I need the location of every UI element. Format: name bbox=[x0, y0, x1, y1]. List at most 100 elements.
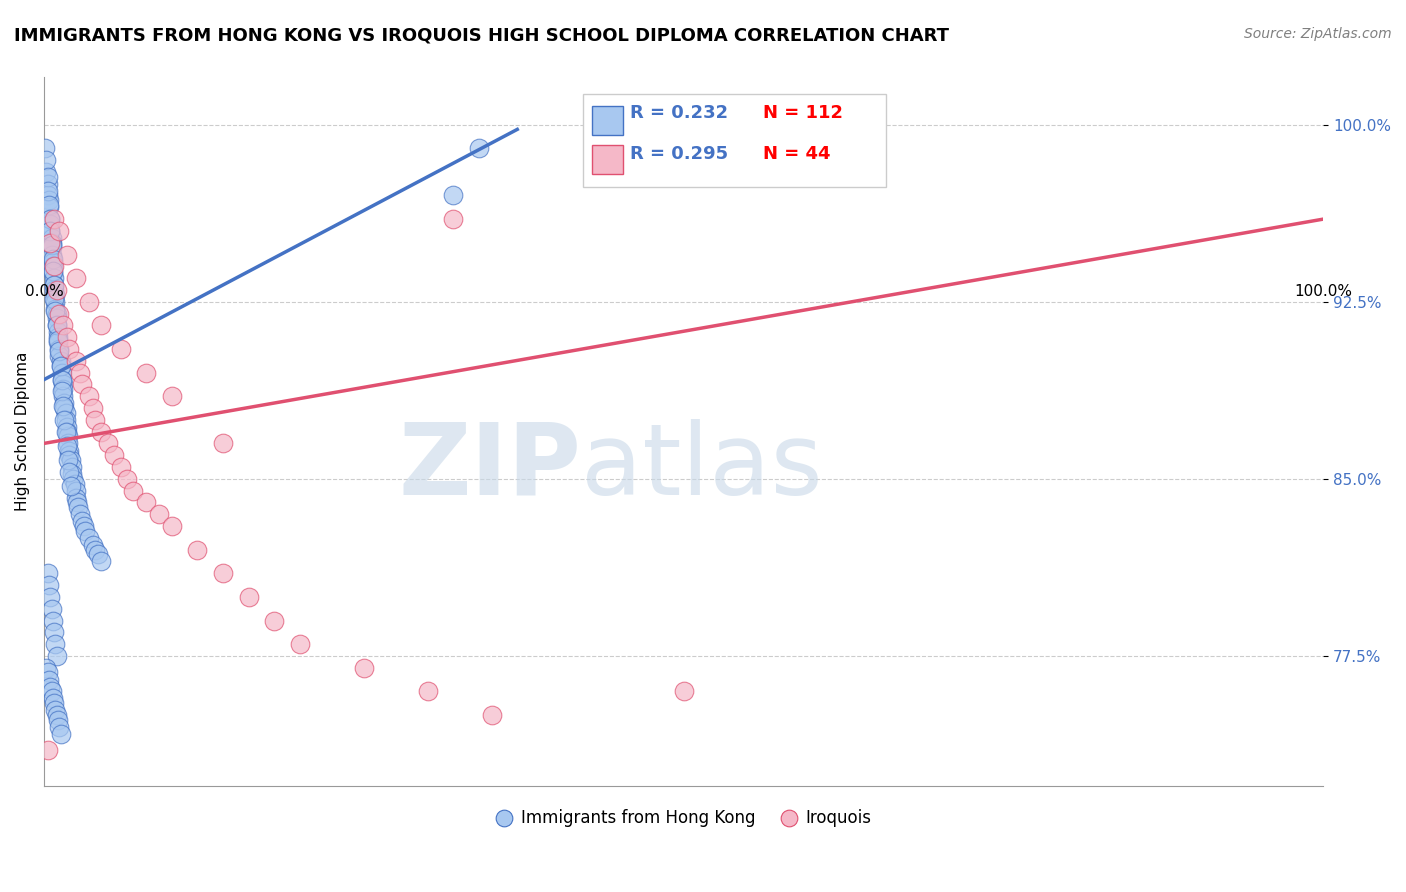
Point bbox=[52, 389, 75, 403]
Point bbox=[56, 247, 79, 261]
Point bbox=[42, 691, 65, 706]
Point bbox=[39, 680, 62, 694]
Text: R = 0.232: R = 0.232 bbox=[630, 104, 728, 122]
Point bbox=[288, 637, 311, 651]
Point bbox=[44, 287, 66, 301]
Point bbox=[65, 483, 87, 498]
Point bbox=[52, 377, 75, 392]
Point bbox=[59, 479, 82, 493]
Point bbox=[122, 483, 145, 498]
Point bbox=[48, 224, 70, 238]
Point bbox=[52, 382, 75, 396]
Point bbox=[39, 212, 62, 227]
Point bbox=[39, 224, 62, 238]
Point bbox=[45, 648, 67, 663]
Point bbox=[38, 198, 60, 212]
Point bbox=[52, 318, 75, 333]
Point bbox=[49, 359, 72, 373]
Point bbox=[38, 578, 60, 592]
Point bbox=[46, 330, 69, 344]
Point bbox=[41, 601, 63, 615]
Text: R = 0.295: R = 0.295 bbox=[630, 145, 728, 163]
Point bbox=[41, 235, 63, 250]
Point bbox=[69, 366, 91, 380]
Point bbox=[46, 334, 69, 349]
Point bbox=[46, 333, 69, 347]
Point bbox=[45, 318, 67, 333]
Point bbox=[65, 271, 87, 285]
Point bbox=[46, 326, 69, 340]
Point bbox=[58, 429, 80, 443]
Point bbox=[42, 614, 65, 628]
Point bbox=[55, 425, 77, 439]
Point bbox=[49, 359, 72, 373]
Point bbox=[58, 465, 80, 479]
Point bbox=[49, 727, 72, 741]
Point bbox=[39, 212, 62, 227]
Text: N = 44: N = 44 bbox=[763, 145, 831, 163]
Point bbox=[72, 514, 94, 528]
Point bbox=[51, 373, 73, 387]
Point bbox=[65, 353, 87, 368]
Text: atlas: atlas bbox=[581, 418, 823, 516]
Point bbox=[41, 238, 63, 252]
Point bbox=[42, 293, 65, 307]
Point bbox=[51, 373, 73, 387]
Point bbox=[42, 260, 65, 274]
Point bbox=[90, 318, 112, 333]
Point bbox=[69, 508, 91, 522]
Text: N = 112: N = 112 bbox=[763, 104, 844, 122]
Point bbox=[186, 542, 208, 557]
Point bbox=[60, 467, 83, 482]
Point bbox=[53, 401, 76, 415]
Point bbox=[56, 439, 79, 453]
Point bbox=[115, 472, 138, 486]
Text: Source: ZipAtlas.com: Source: ZipAtlas.com bbox=[1244, 27, 1392, 41]
Point bbox=[84, 413, 107, 427]
Point bbox=[58, 342, 80, 356]
Point bbox=[44, 301, 66, 316]
Point bbox=[37, 665, 59, 680]
Point bbox=[77, 531, 100, 545]
Point bbox=[672, 684, 695, 698]
Point bbox=[39, 217, 62, 231]
Point bbox=[37, 169, 59, 184]
Point bbox=[135, 366, 157, 380]
Point bbox=[48, 342, 70, 356]
Point bbox=[56, 425, 79, 439]
Point bbox=[41, 684, 63, 698]
Y-axis label: High School Diploma: High School Diploma bbox=[15, 352, 30, 511]
Text: 100.0%: 100.0% bbox=[1295, 285, 1353, 300]
Point bbox=[441, 188, 464, 202]
Text: ZIP: ZIP bbox=[398, 418, 581, 516]
Point bbox=[65, 491, 87, 505]
Point bbox=[90, 554, 112, 568]
Point bbox=[46, 713, 69, 727]
Point bbox=[135, 495, 157, 509]
Point bbox=[353, 661, 375, 675]
Point bbox=[42, 625, 65, 640]
Text: 0.0%: 0.0% bbox=[24, 285, 63, 300]
Point bbox=[51, 366, 73, 380]
Point bbox=[44, 703, 66, 717]
Point bbox=[38, 673, 60, 687]
Point bbox=[77, 389, 100, 403]
Point bbox=[41, 247, 63, 261]
Point bbox=[59, 453, 82, 467]
Point bbox=[441, 212, 464, 227]
Point bbox=[86, 548, 108, 562]
Point bbox=[42, 260, 65, 274]
Point bbox=[66, 495, 89, 509]
Point bbox=[238, 590, 260, 604]
Point bbox=[41, 240, 63, 254]
Point bbox=[42, 264, 65, 278]
Point bbox=[37, 566, 59, 581]
Point bbox=[90, 425, 112, 439]
Point bbox=[39, 235, 62, 250]
Point bbox=[468, 141, 491, 155]
Point bbox=[63, 476, 86, 491]
Point bbox=[212, 436, 235, 450]
Point bbox=[48, 349, 70, 363]
Point bbox=[263, 614, 285, 628]
Point bbox=[42, 271, 65, 285]
